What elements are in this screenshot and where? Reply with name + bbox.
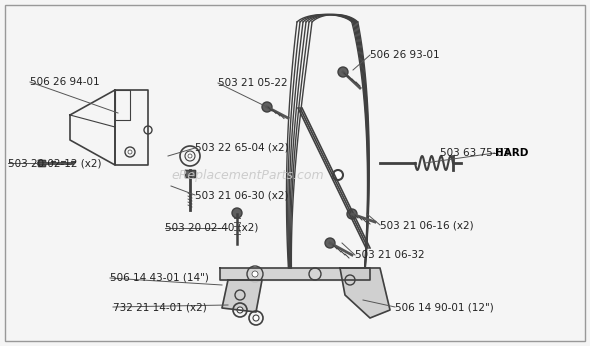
Circle shape — [232, 208, 242, 218]
Polygon shape — [185, 170, 195, 177]
Circle shape — [252, 271, 258, 277]
Circle shape — [338, 67, 348, 77]
Text: 503 63 75-03: 503 63 75-03 — [440, 148, 513, 158]
Polygon shape — [220, 268, 370, 280]
Circle shape — [262, 102, 272, 112]
Circle shape — [253, 315, 259, 321]
Circle shape — [188, 154, 192, 158]
Circle shape — [325, 238, 335, 248]
Circle shape — [333, 170, 343, 180]
FancyBboxPatch shape — [5, 5, 585, 341]
Polygon shape — [340, 268, 390, 318]
Text: 503 20 02-40 (x2): 503 20 02-40 (x2) — [165, 223, 258, 233]
Text: 503 21 06-30 (x2): 503 21 06-30 (x2) — [195, 190, 289, 200]
Text: 503 21 05-22: 503 21 05-22 — [218, 78, 288, 88]
Circle shape — [128, 150, 132, 154]
Text: 506 26 93-01: 506 26 93-01 — [370, 50, 440, 60]
Polygon shape — [38, 160, 45, 166]
Text: 503 21 06-32: 503 21 06-32 — [355, 250, 425, 260]
Circle shape — [237, 307, 243, 313]
Text: 732 21 14-01 (x2): 732 21 14-01 (x2) — [113, 302, 206, 312]
Text: HARD: HARD — [494, 148, 528, 158]
Text: 503 22 65-04 (x2): 503 22 65-04 (x2) — [195, 143, 289, 153]
Text: 503 20 02-12 (x2): 503 20 02-12 (x2) — [8, 158, 101, 168]
Text: eReplacementParts.com: eReplacementParts.com — [172, 169, 324, 182]
Circle shape — [347, 209, 357, 219]
Polygon shape — [222, 280, 262, 312]
Text: 503 21 06-16 (x2): 503 21 06-16 (x2) — [380, 220, 474, 230]
Text: 506 14 43-01 (14"): 506 14 43-01 (14") — [110, 273, 209, 283]
Text: 506 26 94-01: 506 26 94-01 — [30, 77, 100, 87]
Text: 506 14 90-01 (12"): 506 14 90-01 (12") — [395, 302, 494, 312]
